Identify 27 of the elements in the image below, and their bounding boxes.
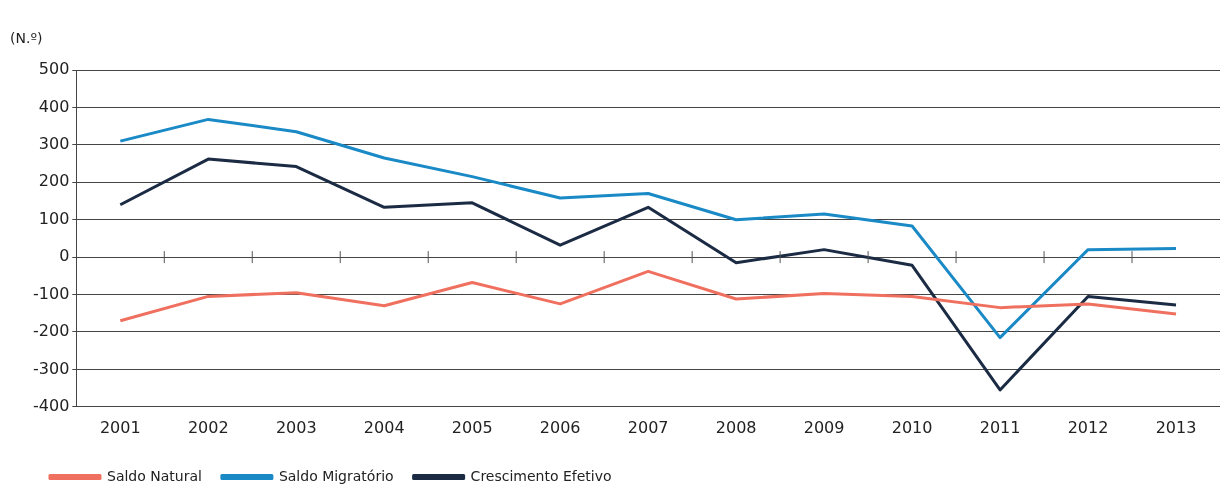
x-tick-label: 2002 — [187, 417, 229, 437]
y-tick-label: 100 — [38, 208, 70, 228]
y-axis-title: (N.º) — [10, 30, 43, 46]
legend-label: Saldo Natural — [107, 467, 202, 484]
x-tick-label: 2004 — [363, 417, 405, 437]
y-tick-label: 400 — [38, 96, 70, 116]
x-tick-label: 2010 — [891, 417, 933, 437]
x-tick-label: 2006 — [539, 417, 581, 437]
x-tick-label: 2011 — [979, 417, 1021, 437]
y-tick-label: 0 — [59, 246, 70, 266]
x-tick-label: 2013 — [1155, 417, 1197, 437]
x-tick-label: 2012 — [1067, 417, 1109, 437]
y-tick-label: -300 — [33, 358, 70, 378]
legend-label: Saldo Migratório — [278, 467, 394, 484]
legend-label: Crescimento Efetivo — [470, 467, 612, 484]
x-tick-label: 2003 — [275, 417, 317, 437]
x-tick-label: 2007 — [627, 417, 669, 437]
x-tick-label: 2009 — [803, 417, 845, 437]
y-tick-label: -100 — [33, 283, 70, 303]
y-tick-label: 300 — [38, 134, 70, 153]
x-tick-label: 2005 — [451, 417, 493, 437]
x-tick-label: 2001 — [99, 417, 141, 437]
y-tick-label: -400 — [33, 395, 70, 415]
x-tick-label: 2008 — [715, 417, 757, 437]
y-tick-label: 500 — [38, 59, 70, 79]
y-tick-label: -200 — [33, 321, 70, 341]
y-tick-label: 200 — [38, 171, 70, 191]
